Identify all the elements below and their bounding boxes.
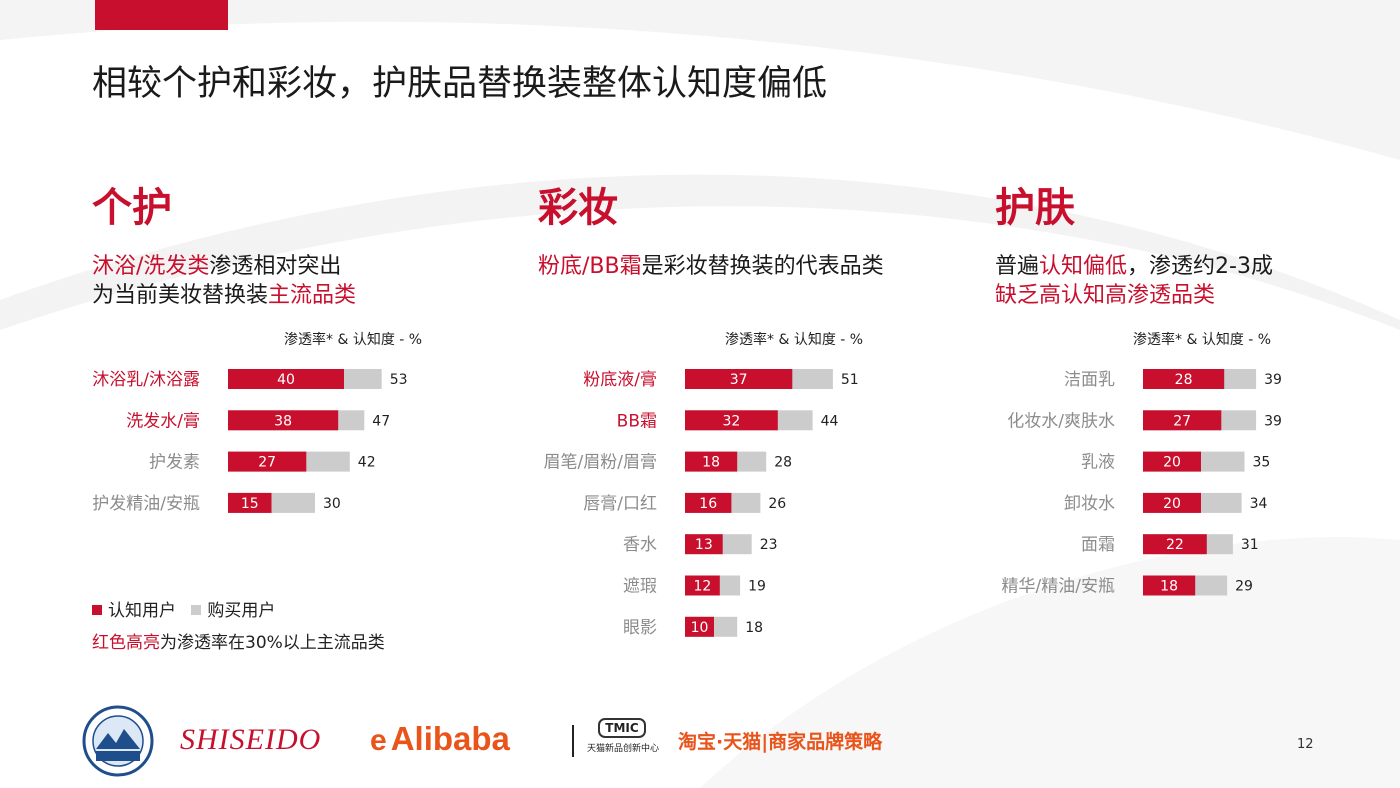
legend-label-purchase: 购买用户: [207, 601, 275, 621]
section-personal-care: 个护 沐浴/洗发类渗透相对突出 为当前美妆替换装主流品类: [92, 180, 512, 310]
tmic-subtitle: 天猫新品创新中心: [587, 741, 657, 754]
taobao-tmall-logo: 淘宝·天猫|商家品牌策略: [678, 727, 882, 754]
chart-header: 渗透率* & 认知度 - %: [284, 329, 422, 349]
section-makeup: 彩妆 粉底/BB霜是彩妆替换装的代表品类: [538, 180, 958, 281]
highlight-note: 红色高亮为渗透率在30%以上主流品类: [92, 628, 385, 653]
description-line: 缺乏高认知高渗透品类: [995, 281, 1400, 310]
description-text: 是彩妆替换装的代表品类: [642, 254, 884, 279]
legend-label-aware: 认知用户: [108, 601, 176, 621]
legend-swatch-aware: [92, 605, 102, 615]
section-heading: 彩妆: [538, 180, 958, 236]
description-highlight: 缺乏高认知高渗透品类: [995, 283, 1215, 308]
description-line: 普遍认知偏低，渗透约2-3成: [995, 252, 1400, 281]
footer-logos: SHISEIDO e Alibaba TMIC 天猫新品创新中心 淘宝·天猫|商家…: [82, 705, 862, 780]
description-text: ，渗透约2-3成: [1127, 254, 1273, 279]
section-description: 普遍认知偏低，渗透约2-3成 缺乏高认知高渗透品类: [995, 252, 1400, 310]
description-line: 沐浴/洗发类渗透相对突出: [92, 252, 512, 281]
chart-header: 渗透率* & 认知度 - %: [725, 329, 863, 349]
chart-header: 渗透率* & 认知度 - %: [1133, 329, 1271, 349]
description-highlight: 主流品类: [268, 283, 356, 308]
page-number: 12: [1297, 737, 1314, 752]
description-text: 为当前美妆替换装: [92, 283, 268, 308]
shiseido-logo: SHISEIDO: [180, 723, 321, 757]
section-heading: 护肤: [995, 180, 1400, 236]
section-heading: 个护: [92, 180, 512, 236]
alibaba-wordmark: Alibaba: [391, 720, 510, 757]
description-line: 粉底/BB霜是彩妆替换装的代表品类: [538, 252, 958, 281]
tmic-badge: TMIC: [598, 718, 645, 738]
note-highlight: 红色高亮: [92, 633, 160, 653]
chart-legend: 认知用户 购买用户: [92, 596, 275, 621]
description-text: 普遍: [995, 254, 1039, 279]
section-description: 粉底/BB霜是彩妆替换装的代表品类: [538, 252, 958, 281]
tmic-logo: TMIC 天猫新品创新中心: [587, 717, 657, 767]
section-skincare: 护肤 普遍认知偏低，渗透约2-3成 缺乏高认知高渗透品类: [995, 180, 1400, 310]
description-highlight: 认知偏低: [1039, 254, 1127, 279]
description-highlight: 沐浴/洗发类: [92, 254, 209, 279]
logo-divider: [572, 725, 574, 757]
description-line: 为当前美妆替换装主流品类: [92, 281, 512, 310]
section-description: 沐浴/洗发类渗透相对突出 为当前美妆替换装主流品类: [92, 252, 512, 310]
note-text: 为渗透率在30%以上主流品类: [160, 633, 385, 653]
description-text: 渗透相对突出: [209, 254, 341, 279]
description-highlight: 粉底/BB霜: [538, 254, 642, 279]
legend-swatch-purchase: [191, 605, 201, 615]
page-title: 相较个护和彩妆，护肤品替换装整体认知度偏低: [92, 55, 827, 106]
alibaba-logo: e Alibaba: [370, 720, 510, 758]
ceec-logo: [82, 705, 154, 777]
alibaba-icon: e: [370, 724, 387, 757]
top-accent-bar: [95, 0, 228, 30]
